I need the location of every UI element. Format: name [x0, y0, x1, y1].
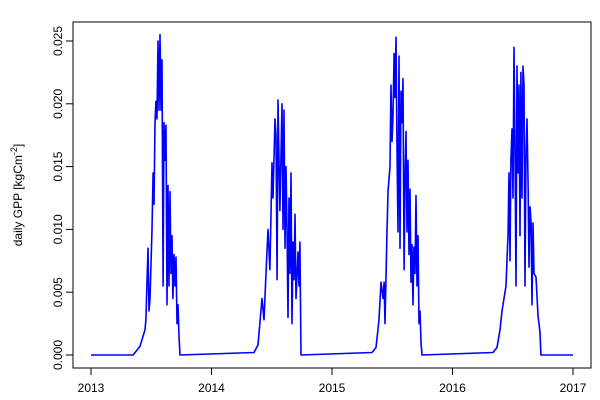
y-tick-label: 0.025 — [51, 26, 65, 56]
y-tick-label: 0.005 — [51, 277, 65, 307]
x-tick-label: 2014 — [198, 381, 225, 395]
x-axis: 2013 2014 2015 2016 2017 — [78, 367, 587, 395]
series-group — [91, 33, 573, 356]
y-axis-label-superscript: -2 — [9, 147, 19, 155]
y-axis: 0.000 0.005 0.010 0.015 0.020 0.025 — [51, 26, 74, 370]
x-tick-label: 2016 — [439, 381, 466, 395]
x-tick-label: 2013 — [78, 381, 105, 395]
y-tick-label: 0.020 — [51, 88, 65, 118]
gpp-series-line — [91, 33, 573, 356]
y-axis-label: daily GPP [kgCm-2] — [9, 144, 25, 247]
y-axis-label-suffix: ] — [11, 144, 25, 147]
x-tick-label: 2017 — [560, 381, 587, 395]
y-tick-label: 0.015 — [51, 151, 65, 181]
y-tick-label: 0.010 — [51, 214, 65, 244]
x-tick-label: 2015 — [319, 381, 346, 395]
y-tick-label: 0.000 — [51, 340, 65, 370]
y-axis-label-main: daily GPP [kgCm — [11, 155, 25, 246]
